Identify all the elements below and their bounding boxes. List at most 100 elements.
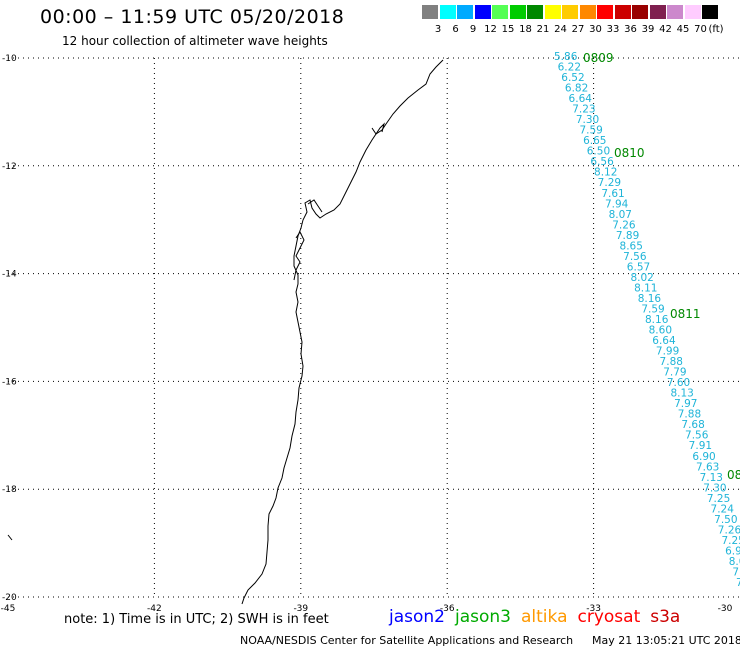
swh-value-label: 6.90 [692,451,715,463]
swh-value-label: 5.86 [554,51,578,63]
legend-label: 27 [571,24,585,35]
swh-value-label: 7.25 [707,493,730,505]
swh-value-label: 6.57 [627,261,650,273]
legend-label: 15 [501,24,515,35]
time-label: 0810 [614,146,645,160]
swh-value-label: 8.12 [594,167,617,179]
legend-swatch [632,5,648,19]
legend-label: 33 [606,24,620,35]
swh-value-label: 7.13 [700,472,723,484]
legend-label: 24 [554,24,567,35]
time-label: 08 [727,468,740,482]
swh-value-label: 7.56 [623,251,647,263]
footer-timestamp: May 21 13:05:21 UTC 2018 [592,634,740,647]
lat-tick-label: -12 [2,162,17,172]
satellite-name: altika [521,607,568,627]
swh-value-label: 7.89 [616,230,639,242]
legend-label: 9 [469,24,477,35]
lat-tick-label: -14 [2,270,17,280]
satellite-legend: jason2 jason3 altika cryosat s3a [389,607,690,627]
legend-swatch [667,5,683,19]
swh-value-label: 7.91 [689,440,712,452]
swh-value-label: 8.02 [630,272,653,284]
lon-tick-label: -33 [586,604,601,614]
swh-value-label: 6.22 [558,62,581,74]
legend-swatch [509,5,526,19]
swh-value-label: 8.07 [609,209,632,221]
legend-label: 6 [452,24,459,35]
swh-value-label: 7.61 [601,188,624,200]
swh-value-label: 7.59 [641,303,664,315]
legend-swatch [492,5,508,19]
swh-value-label: 8.11 [634,282,657,294]
swh-value-label: 6.64 [569,93,593,105]
legend-swatch [597,5,613,19]
legend-label: 39 [641,24,655,35]
lat-tick-label: -20 [2,593,17,603]
swh-value-label: 7.26 [612,219,636,231]
legend-swatch [702,5,718,19]
legend-swatch [439,5,456,19]
legend-label: 18 [519,24,532,35]
swh-value-label: 7.25 [721,535,740,547]
legend-label: 45 [676,24,690,35]
swh-value-label: 7.99 [656,346,679,358]
legend-swatch [614,5,631,19]
map-grid [8,57,740,598]
note-text: note: 1) Time is in UTC; 2) SWH is in fe… [64,612,329,627]
swh-value-label: 8.13 [670,388,693,400]
lat-tick-label: -18 [2,485,17,495]
swh-value-label: 7.94 [605,198,629,210]
lon-tick-label: -45 [1,604,16,614]
swh-value-label: 7.30 [703,482,726,494]
swh-value-label: 7.88 [678,409,701,421]
legend-label: 12 [484,24,497,35]
swh-value-label: 7.97 [674,398,697,410]
legend-swatch [579,5,596,19]
swh-value-label: 6.9 [725,545,740,557]
swh-value-label: 6.65 [583,135,606,147]
lon-tick-label: -36 [440,604,455,614]
swh-value-label: 7.88 [660,356,683,368]
track-labels: 5.866.226.526.826.647.237.307.596.656.50… [554,51,740,589]
legend-label: 42 [659,24,672,35]
lon-tick-label: -42 [147,604,162,614]
swh-value-label: 7.30 [576,114,599,126]
chart-title: 00:00 – 11:59 UTC 05/20/2018 [40,6,345,28]
swh-value-label: 8.0 [729,556,740,568]
legend-swatch [649,5,666,19]
swh-value-label: 7.50 [714,514,737,526]
legend-swatch [422,5,438,19]
coastline [241,59,444,605]
swh-value-label: 7. [732,566,740,578]
satellite-name: jason2 [389,607,445,627]
time-label: 0811 [670,307,701,321]
swh-value-label: 7.63 [696,461,719,473]
swh-value-label: 6.64 [652,335,676,347]
lat-tick-label: -10 [2,54,17,64]
legend-swatch [457,5,473,19]
swh-value-label: 7.59 [579,125,602,137]
swh-value-label: 7.68 [681,419,704,431]
satellite-name: jason3 [455,607,511,627]
time-label: 0809 [583,51,614,65]
swh-value-label: 7.60 [667,377,690,389]
legend-label: 36 [624,24,637,35]
swh-value-label: 6.82 [565,83,588,95]
legend-swatch [474,5,491,19]
swh-value-label: 7.23 [572,104,595,116]
lat-tick-label: -16 [2,377,17,387]
swh-value-label: 6.50 [587,146,610,158]
swh-value-label: 8.16 [645,314,669,326]
chart-subtitle: 12 hour collection of altimeter wave hei… [62,34,328,48]
swh-value-label: 6.52 [561,72,584,84]
swh-value-label: 7.29 [598,177,621,189]
time-labels: 0809 0810 0811 08 [583,51,740,482]
legend-unit: (ft) [708,24,724,35]
lon-tick-label: -39 [293,604,308,614]
color-legend: 3 6 9 12 15 18 21 24 27 30 33 36 39 42 45 70 (ft) [422,5,726,37]
axis-labels: -10 -12 -14 -16 -18 -20-45 -42 -39 -36 -33 -30 [1,54,733,614]
lon-tick-label: -30 [718,604,733,614]
swh-value-label: 8.60 [649,325,672,337]
